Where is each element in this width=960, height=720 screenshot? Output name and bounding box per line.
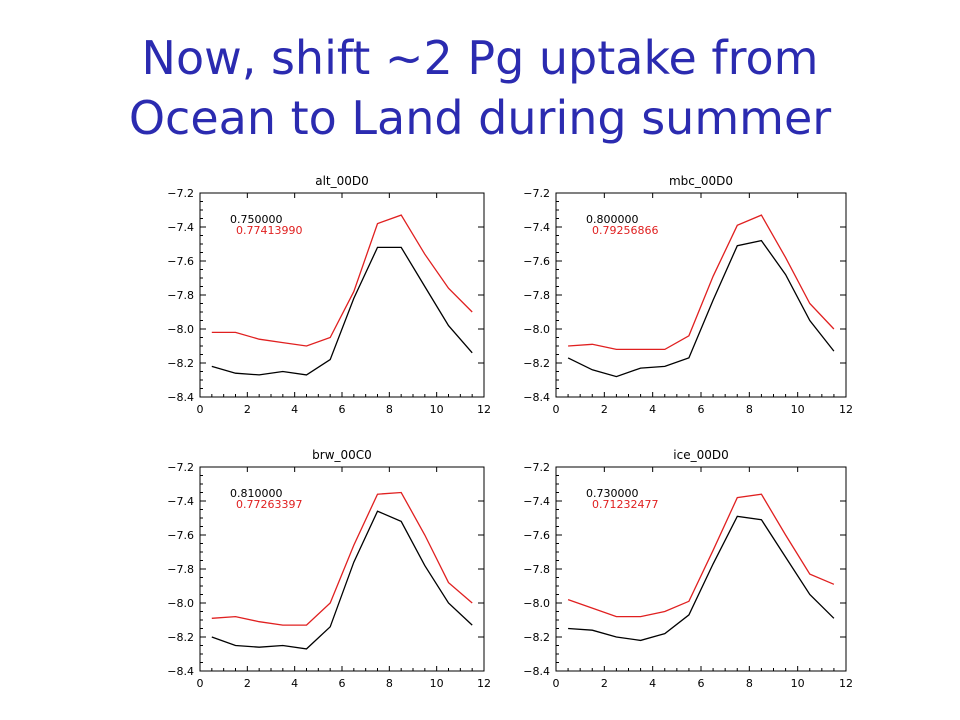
y-tick-label: −8.0 bbox=[167, 323, 194, 336]
series-line-red bbox=[568, 214, 835, 351]
value-annotation: 0.71232477 bbox=[592, 498, 658, 511]
x-tick-label: 12 bbox=[839, 403, 853, 416]
y-tick-label: −7.2 bbox=[523, 461, 550, 474]
y-tick-label: −8.0 bbox=[523, 597, 550, 610]
x-tick-label: 12 bbox=[477, 677, 491, 690]
chart-panel-4: ice_00D0 0 2 4 6 8 10 12 −7.2 −7.4 −7.6 −7.8 −8.0 −8.… bbox=[523, 448, 853, 690]
panel-title: alt_00D0 bbox=[315, 174, 369, 188]
value-annotation: 0.750000 bbox=[230, 213, 283, 226]
panel-title: mbc_00D0 bbox=[669, 174, 733, 188]
y-tick-label: −7.8 bbox=[167, 289, 194, 302]
x-tick-label: 8 bbox=[746, 403, 753, 416]
y-tick-label: −8.2 bbox=[523, 631, 550, 644]
y-tick-label: −8.2 bbox=[167, 631, 194, 644]
value-annotation: 0.730000 bbox=[586, 487, 639, 500]
y-tick-label: −8.2 bbox=[167, 357, 194, 370]
slide-title-line-1: Now, shift ~2 Pg uptake from bbox=[141, 31, 819, 85]
series-line-black bbox=[211, 246, 473, 376]
y-tick-label: −8.4 bbox=[167, 391, 194, 404]
x-tick-label: 8 bbox=[386, 677, 393, 690]
y-tick-label: −8.0 bbox=[523, 323, 550, 336]
x-tick-label: 6 bbox=[339, 677, 346, 690]
y-tick-label: −8.4 bbox=[523, 665, 550, 678]
series-line-black bbox=[567, 239, 835, 378]
series-line-red bbox=[211, 214, 473, 347]
y-tick-label: −7.4 bbox=[167, 221, 194, 234]
x-tick-label: 8 bbox=[386, 403, 393, 416]
y-tick-label: −7.6 bbox=[523, 529, 550, 542]
panel-title: brw_00C0 bbox=[312, 448, 372, 462]
y-tick-label: −7.4 bbox=[523, 495, 550, 508]
x-tick-label: 12 bbox=[477, 403, 491, 416]
x-tick-label: 2 bbox=[244, 677, 251, 690]
y-tick-label: −7.4 bbox=[167, 495, 194, 508]
x-tick-label: 10 bbox=[430, 677, 444, 690]
y-tick-label: −8.2 bbox=[523, 357, 550, 370]
x-tick-label: 0 bbox=[197, 403, 204, 416]
chart-panel-3: brw_00C0 0 2 4 6 8 10 12 −7.2 −7.4 −7.6 −7.8 −8.0 −8.… bbox=[167, 448, 491, 690]
series-line-red bbox=[211, 491, 473, 626]
y-tick-label: −7.2 bbox=[167, 461, 194, 474]
x-tick-label: 2 bbox=[244, 403, 251, 416]
x-tick-label: 6 bbox=[698, 403, 705, 416]
x-tick-label: 6 bbox=[698, 677, 705, 690]
x-tick-label: 0 bbox=[553, 403, 560, 416]
y-tick-label: −7.6 bbox=[167, 529, 194, 542]
y-tick-label: −8.4 bbox=[523, 391, 550, 404]
value-annotation: 0.79256866 bbox=[592, 224, 658, 237]
x-tick-label: 4 bbox=[649, 677, 656, 690]
x-tick-label: 4 bbox=[649, 403, 656, 416]
y-tick-label: −8.0 bbox=[167, 597, 194, 610]
chart-panel-2: mbc_00D0 0 2 4 6 8 10 12 −7.2 −7.4 −7.6 −7.8 −8.0 −8.… bbox=[523, 174, 853, 416]
x-tick-label: 4 bbox=[291, 677, 298, 690]
x-tick-label: 10 bbox=[791, 403, 805, 416]
x-tick-label: 0 bbox=[553, 677, 560, 690]
y-tick-label: −7.4 bbox=[523, 221, 550, 234]
x-tick-label: 0 bbox=[197, 677, 204, 690]
y-tick-label: −8.4 bbox=[167, 665, 194, 678]
x-tick-label: 2 bbox=[601, 677, 608, 690]
series-line-red bbox=[567, 493, 835, 618]
value-annotation: 0.77263397 bbox=[236, 498, 302, 511]
y-tick-label: −7.2 bbox=[523, 187, 550, 200]
value-annotation: 0.77413990 bbox=[236, 224, 302, 237]
series-line-black bbox=[568, 515, 835, 642]
y-tick-label: −7.6 bbox=[523, 255, 550, 268]
x-tick-label: 8 bbox=[746, 677, 753, 690]
x-tick-label: 10 bbox=[430, 403, 444, 416]
x-tick-label: 2 bbox=[601, 403, 608, 416]
y-tick-label: −7.8 bbox=[167, 563, 194, 576]
y-tick-label: −7.8 bbox=[523, 563, 550, 576]
panel-title: ice_00D0 bbox=[673, 448, 728, 462]
x-tick-label: 6 bbox=[339, 403, 346, 416]
y-tick-label: −7.2 bbox=[167, 187, 194, 200]
x-tick-label: 4 bbox=[291, 403, 298, 416]
chart-panel-1: alt_00D0 0 2 4 6 8 10 12 −7.2 −7.4 −7.6 −7.8 −8.0 −8.… bbox=[167, 174, 491, 416]
slide-title-line-2: Ocean to Land during summer bbox=[128, 91, 832, 145]
y-tick-label: −7.8 bbox=[523, 289, 550, 302]
value-annotation: 0.810000 bbox=[230, 487, 283, 500]
y-tick-label: −7.6 bbox=[167, 255, 194, 268]
series-line-black bbox=[211, 510, 473, 650]
slide-title: Now, shift ~2 Pg uptake from Ocean to La… bbox=[0, 28, 960, 148]
x-tick-label: 10 bbox=[791, 677, 805, 690]
x-tick-label: 12 bbox=[839, 677, 853, 690]
value-annotation: 0.800000 bbox=[586, 213, 639, 226]
